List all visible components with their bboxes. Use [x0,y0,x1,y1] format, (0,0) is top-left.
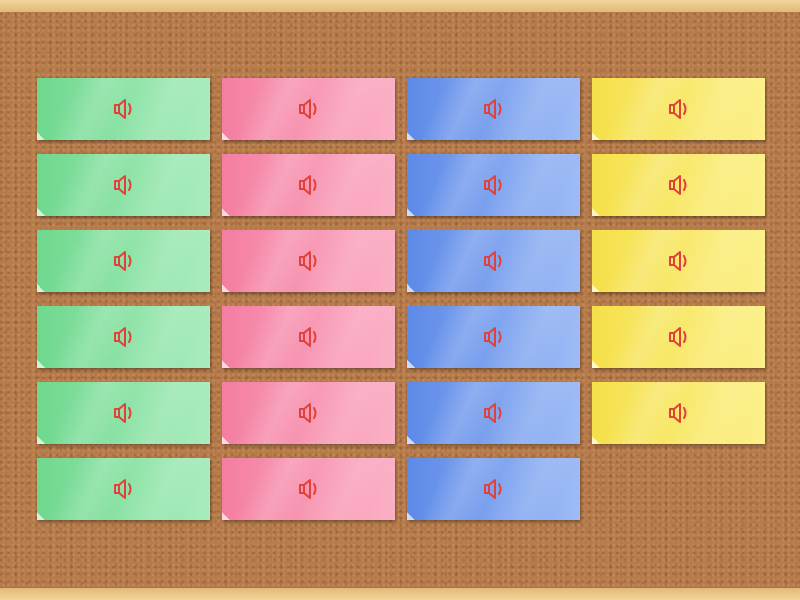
speaker-icon [483,251,501,271]
sound-card-blue[interactable] [407,230,580,292]
sound-card-blue[interactable] [407,306,580,368]
sound-card-green[interactable] [37,382,210,444]
speaker-icon [113,403,131,423]
speaker-icon [298,99,316,119]
speaker-icon [668,99,686,119]
sound-card-pink[interactable] [222,306,395,368]
speaker-icon [113,327,131,347]
speaker-icon [113,479,131,499]
sound-card-pink[interactable] [222,382,395,444]
speaker-icon [668,251,686,271]
sound-card-yellow[interactable] [592,78,765,140]
speaker-icon [113,175,131,195]
speaker-icon [483,99,501,119]
speaker-icon [298,327,316,347]
sound-card-yellow[interactable] [592,382,765,444]
sound-card-yellow[interactable] [592,306,765,368]
speaker-icon [298,479,316,499]
sound-card-blue[interactable] [407,78,580,140]
speaker-icon [668,403,686,423]
speaker-icon [668,175,686,195]
sound-card-blue[interactable] [407,154,580,216]
speaker-icon [483,479,501,499]
sound-card-pink[interactable] [222,78,395,140]
card-grid [37,78,765,520]
speaker-icon [113,251,131,271]
speaker-icon [113,99,131,119]
speaker-icon [298,175,316,195]
speaker-icon [483,327,501,347]
sound-card-yellow[interactable] [592,230,765,292]
sound-card-green[interactable] [37,458,210,520]
sound-card-yellow[interactable] [592,154,765,216]
sound-card-green[interactable] [37,306,210,368]
speaker-icon [483,403,501,423]
board-frame-bottom [0,587,800,600]
sound-card-pink[interactable] [222,458,395,520]
sound-card-pink[interactable] [222,154,395,216]
sound-card-green[interactable] [37,154,210,216]
sound-card-pink[interactable] [222,230,395,292]
sound-card-blue[interactable] [407,458,580,520]
speaker-icon [298,251,316,271]
sound-card-blue[interactable] [407,382,580,444]
sound-card-green[interactable] [37,78,210,140]
sound-card-green[interactable] [37,230,210,292]
speaker-icon [298,403,316,423]
speaker-icon [668,327,686,347]
speaker-icon [483,175,501,195]
